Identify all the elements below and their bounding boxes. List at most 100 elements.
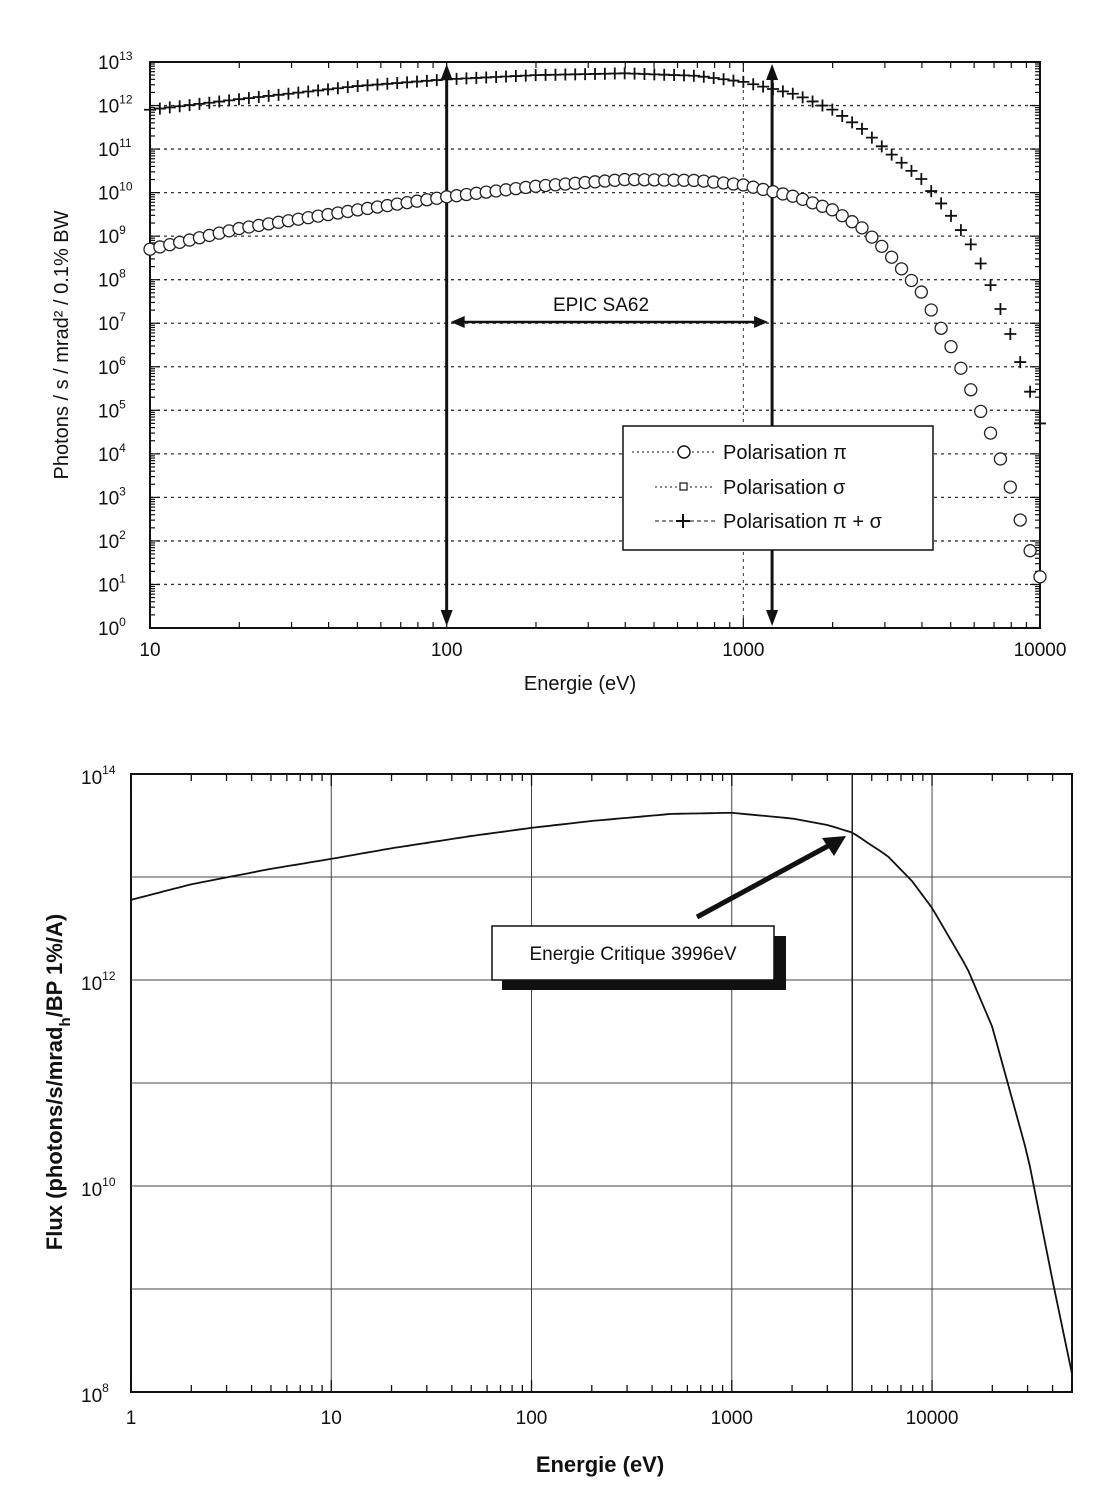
chart-2-series — [130, 812, 1073, 1375]
y-tick-label: 103 — [98, 484, 126, 509]
data-point-total — [935, 197, 948, 210]
y-tick-label: 1010 — [81, 1175, 116, 1201]
data-point-total — [994, 302, 1007, 315]
range-vline-head-bottom — [440, 610, 453, 626]
y-tick-label: 1012 — [81, 969, 116, 995]
data-point-total — [895, 156, 908, 169]
y-tick-label: 1011 — [98, 136, 132, 161]
legend-label-sigma: Polarisation σ — [723, 477, 846, 499]
legend-label-total: Polarisation π + σ — [723, 511, 883, 533]
data-point-pi — [934, 321, 948, 335]
data-point-total — [262, 89, 275, 102]
data-point-total — [252, 91, 265, 104]
data-point-total — [707, 71, 720, 84]
data-point-total — [1004, 328, 1017, 341]
data-point-pi — [885, 250, 899, 264]
data-point-total — [163, 101, 176, 114]
data-point-pi — [865, 230, 879, 244]
data-point-total — [727, 74, 740, 87]
data-point-pi — [974, 404, 988, 419]
x-tick-label: 100 — [431, 640, 463, 661]
legend-marker-total — [676, 514, 690, 528]
data-point-total — [865, 131, 878, 144]
data-point-pi — [954, 361, 968, 375]
data-point-total — [242, 92, 255, 105]
data-point-total — [213, 95, 226, 108]
y-tick-label: 107 — [98, 310, 126, 335]
chart-2-grid — [130, 774, 1073, 1392]
annotation-box — [491, 925, 775, 981]
legend-marker-sigma — [679, 482, 688, 491]
data-point-total — [767, 82, 779, 95]
x-tick-label: 10 — [321, 1408, 342, 1429]
epic-range-arrow-head-left — [450, 316, 465, 328]
data-point-total — [1034, 417, 1046, 430]
range-vline-head-bottom — [766, 610, 779, 626]
chart-2-x-axis-label: Energie (eV) — [536, 1452, 664, 1477]
data-point-pi — [914, 285, 928, 299]
x-tick-label: 10 — [139, 640, 160, 661]
data-point-total — [193, 97, 206, 110]
data-point-total — [1014, 356, 1027, 369]
x-tick-label: 1000 — [722, 640, 764, 661]
data-point-total — [292, 86, 305, 99]
data-point-pi — [875, 239, 889, 254]
chart-1-frame — [149, 61, 1041, 629]
chart-2-y-axis-label: Flux (photons/s/mradh/BP 1%/A) — [42, 914, 74, 1250]
data-point-pi — [1003, 480, 1017, 494]
data-point-total — [183, 99, 196, 112]
chart-1-series — [143, 67, 1047, 584]
flux-curve — [130, 812, 1073, 1375]
y-tick-label: 101 — [98, 571, 126, 596]
range-vline-head-top — [440, 64, 453, 80]
data-point-total — [915, 173, 928, 186]
chart-1-annotation-label: EPIC SA62 — [553, 295, 649, 316]
data-point-pi — [944, 340, 958, 354]
data-point-pi — [894, 262, 909, 276]
y-tick-label: 102 — [98, 528, 126, 553]
chart-1: 10 100 1000 10000 1001011021031041051061071… — [51, 49, 1066, 695]
y-tick-label: 109 — [98, 223, 126, 248]
y-tick-label: 1014 — [81, 763, 116, 789]
chart-2-annotation: Energie Critique 3996eV — [491, 836, 846, 990]
data-point-total — [173, 100, 186, 113]
data-point-total — [974, 257, 987, 270]
data-point-total — [836, 109, 849, 122]
data-point-total — [282, 87, 295, 100]
x-tick-label: 1 — [126, 1408, 137, 1429]
data-point-total — [757, 80, 770, 93]
y-tick-label: 1013 — [98, 49, 133, 74]
chart-1-x-axis-label: Energie (eV) — [524, 673, 636, 695]
epic-range-arrow-head-right — [754, 316, 769, 328]
legend-marker-pi — [677, 445, 691, 459]
data-point-pi — [835, 209, 849, 223]
data-point-pi — [1013, 513, 1027, 527]
data-point-pi — [964, 383, 978, 397]
data-point-total — [697, 70, 710, 83]
data-point-pi — [993, 452, 1008, 466]
chart-2-x-ticks: 1 10 100 1000 10000 — [126, 1408, 959, 1429]
chart-2-y-ticks: 108 1010 1012 1014 — [81, 763, 116, 1407]
data-point-total — [905, 164, 918, 177]
annotation-label: Energie Critique 3996eV — [529, 944, 736, 965]
data-point-total — [776, 85, 789, 98]
data-point-total — [925, 185, 938, 198]
data-point-total — [312, 84, 325, 97]
data-point-total — [223, 94, 236, 107]
y-tick-label: 108 — [81, 1381, 109, 1407]
y-tick-label: 100 — [98, 615, 126, 640]
data-point-total — [717, 73, 730, 86]
data-point-total — [153, 102, 166, 115]
data-point-total — [687, 69, 700, 82]
data-point-pi — [904, 273, 919, 288]
data-point-pi — [855, 221, 869, 235]
data-point-total — [1024, 385, 1037, 398]
chart-1-y-ticks: 100 101 102 103 104 105 106 107 108 109 1010 1011 10… — [98, 49, 133, 640]
data-point-total — [144, 103, 156, 116]
y-tick-label: 104 — [98, 441, 126, 466]
data-point-total — [272, 88, 285, 101]
chart-1-x-ticks: 10 100 1000 10000 — [139, 640, 1066, 661]
data-point-pi — [1023, 544, 1037, 558]
chart-2: 1 10 100 1000 10000 108 1010 1012 1014 Energie … — [42, 763, 1073, 1477]
